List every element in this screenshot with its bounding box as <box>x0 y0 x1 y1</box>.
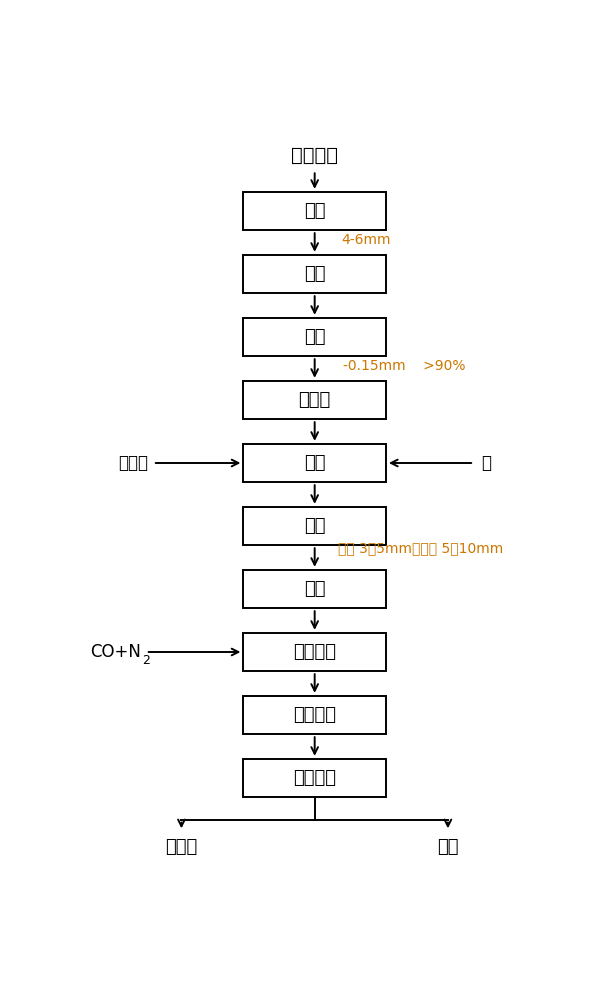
Bar <box>243 633 386 671</box>
Bar <box>243 318 386 356</box>
Text: 还原焊烧: 还原焊烧 <box>293 643 336 661</box>
Text: 破碑磨矿: 破碑磨矿 <box>293 706 336 724</box>
Text: 预焊烧: 预焊烧 <box>298 391 331 409</box>
Text: 水: 水 <box>481 454 491 472</box>
Text: 捍合: 捍合 <box>304 454 325 472</box>
Text: 4-6mm: 4-6mm <box>341 233 391 247</box>
Text: 挤条: 挤条 <box>304 517 325 535</box>
Bar <box>243 444 386 482</box>
Bar <box>243 255 386 293</box>
Text: CO+N: CO+N <box>90 643 141 661</box>
Bar <box>243 192 386 230</box>
Bar <box>243 381 386 419</box>
Text: 添加剂: 添加剂 <box>118 454 148 472</box>
Text: 破碑: 破碑 <box>304 202 325 220</box>
Text: 干燥: 干燥 <box>304 265 325 283</box>
Text: -0.15mm    >90%: -0.15mm >90% <box>343 359 466 373</box>
Text: 湿式磁选: 湿式磁选 <box>293 769 336 787</box>
Bar <box>243 507 386 545</box>
Text: 干燥: 干燥 <box>304 580 325 598</box>
Text: 2: 2 <box>142 654 150 667</box>
Text: 镆精矿: 镆精矿 <box>165 838 198 856</box>
Text: 直径 3～5mm，长度 5～10mm: 直径 3～5mm，长度 5～10mm <box>338 541 503 555</box>
Bar <box>243 696 386 734</box>
Text: 尾矿: 尾矿 <box>437 838 459 856</box>
Bar <box>243 759 386 797</box>
Bar <box>243 570 386 608</box>
Text: 棒磨: 棒磨 <box>304 328 325 346</box>
Text: 红土镆矿: 红土镆矿 <box>291 145 338 164</box>
